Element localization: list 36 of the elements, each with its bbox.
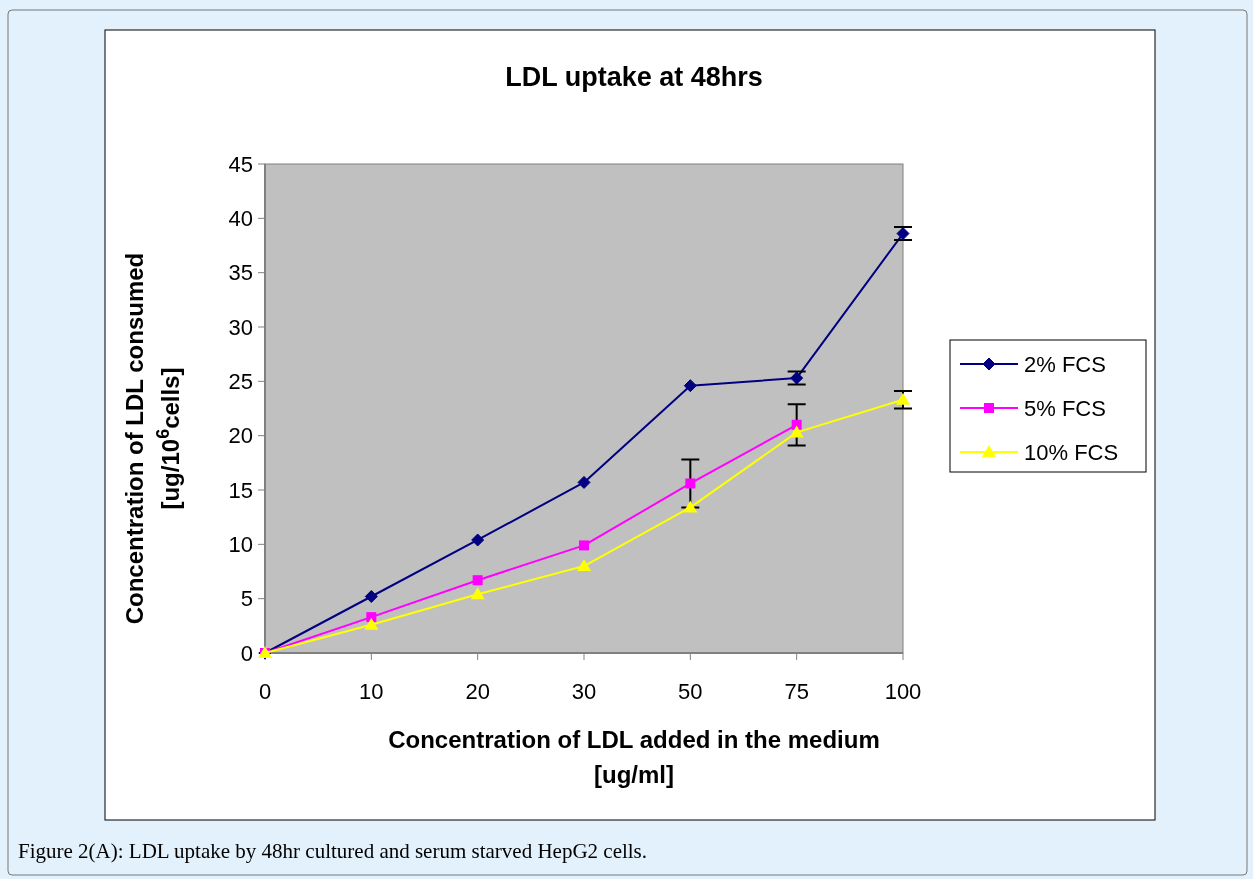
- x-tick-label: 30: [571, 679, 597, 704]
- point: [789, 425, 804, 438]
- point: [685, 478, 696, 489]
- x-tick-label: 75: [784, 679, 809, 704]
- x-tick-label: 20: [465, 679, 490, 704]
- point: [579, 540, 589, 551]
- point: [364, 617, 379, 630]
- y-tick-label: 10: [228, 532, 253, 558]
- legend-label: 2% FCS: [1024, 351, 1106, 377]
- y-tick-label: 40: [228, 206, 253, 232]
- legend-label: 10% FCS: [1024, 439, 1119, 465]
- caption: Figure 2(A): LDL uptake by 48hr cultured and serum starved HepG2 cells.: [18, 839, 648, 863]
- point: [470, 587, 485, 600]
- y-tick-label: 15: [228, 477, 253, 503]
- x-tick-label: 0: [258, 679, 272, 704]
- y-tick-label: 45: [228, 151, 253, 177]
- legend-label: 5% FCS: [1024, 395, 1106, 421]
- point: [683, 379, 697, 393]
- point: [472, 575, 483, 586]
- point: [577, 559, 591, 572]
- x-axis-title: Concentration of LDL added in the medium [ug/ml]: [388, 726, 880, 788]
- x-tick-label: 10: [359, 679, 384, 704]
- point: [364, 589, 378, 603]
- y-tick-label: 35: [228, 260, 253, 286]
- y-tick-label: 0: [240, 640, 253, 666]
- point: [683, 500, 698, 513]
- chart-title: LDL uptake at 48hrs: [505, 62, 763, 92]
- y-tick-label: 5: [240, 586, 253, 612]
- x-tick-label: 50: [678, 679, 703, 704]
- point: [896, 392, 910, 405]
- y-tick-label: 30: [228, 314, 253, 340]
- y-tick-label: 25: [228, 369, 253, 395]
- y-tick-label: 20: [228, 423, 253, 449]
- point: [471, 533, 485, 547]
- x-tick-label: 100: [884, 679, 922, 704]
- point: [577, 475, 591, 489]
